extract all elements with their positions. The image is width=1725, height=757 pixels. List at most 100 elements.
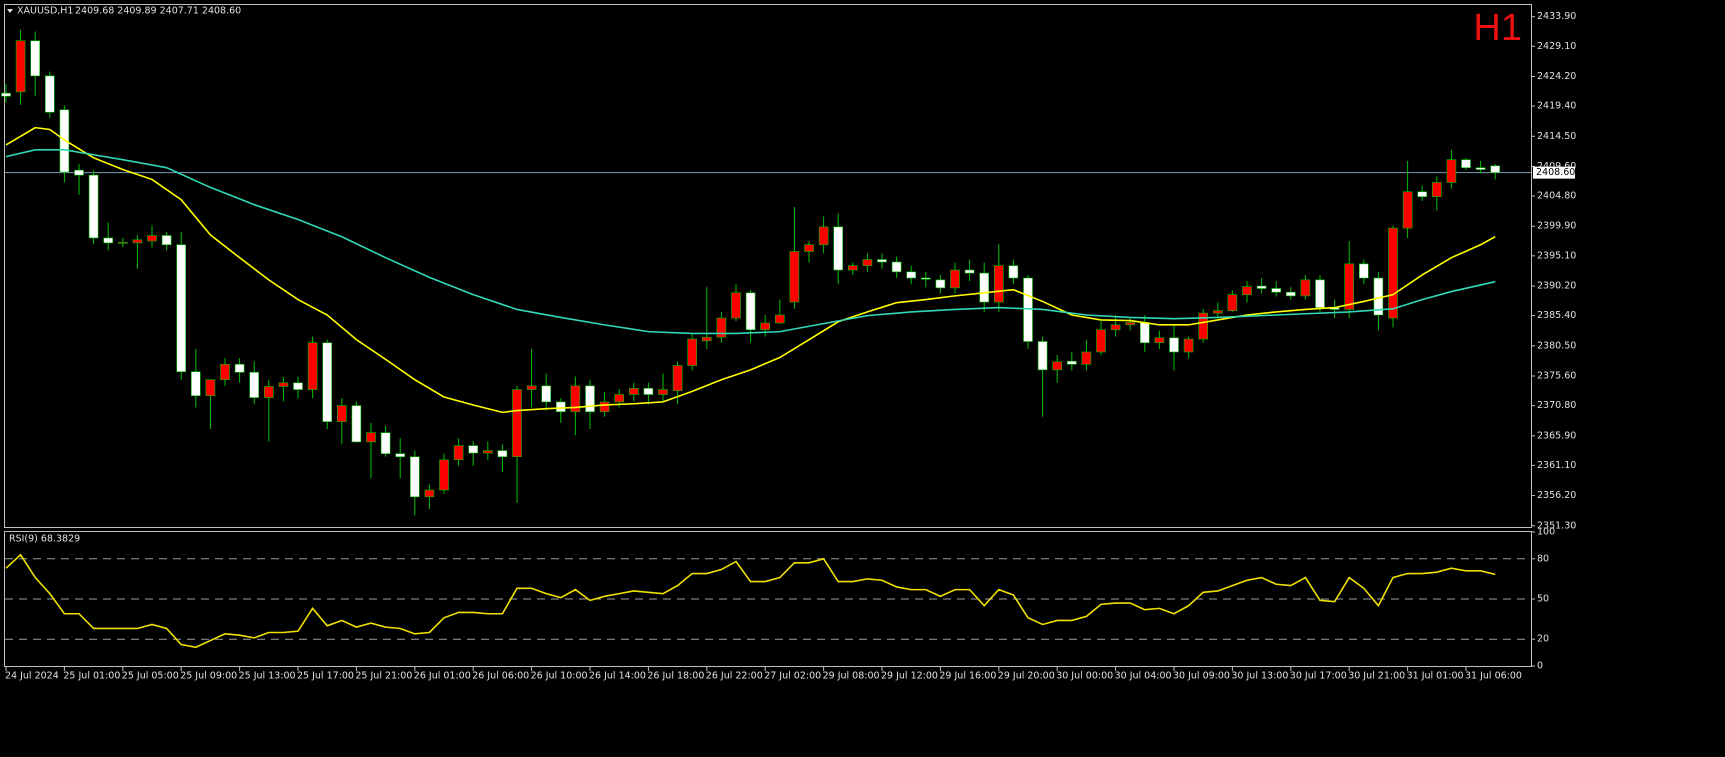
candle-body <box>336 405 347 422</box>
candle-body <box>935 279 946 289</box>
candle-body <box>453 445 464 461</box>
candle-body <box>1271 288 1281 293</box>
x-tick-label: 26 Jul 01:00 <box>414 671 471 682</box>
candle-body <box>804 244 814 252</box>
candle-body <box>351 405 362 443</box>
y-tick-label: 0 <box>1537 661 1543 672</box>
candle-body <box>1402 191 1413 229</box>
x-tick-label: 31 Jul 06:00 <box>1465 671 1522 682</box>
candle-body <box>1213 310 1223 314</box>
y-tick-label: 2356.20 <box>1537 490 1576 501</box>
y-tick-label: 2414.50 <box>1537 131 1576 142</box>
candle-body <box>439 459 449 491</box>
y-tick-label: 2409.60 <box>1537 161 1576 172</box>
candle-body <box>220 363 230 381</box>
candle-body <box>599 401 610 413</box>
candle-body <box>1081 351 1092 365</box>
candle-body <box>147 235 157 242</box>
candle-body <box>1154 337 1165 344</box>
y-tick-label: 50 <box>1537 594 1549 605</box>
rsi-line <box>5 553 1496 649</box>
candle-body <box>760 322 771 331</box>
candle-body <box>366 432 376 443</box>
candle-body <box>731 292 741 319</box>
candle-body <box>1315 279 1325 308</box>
candle-body <box>1475 167 1486 170</box>
y-tick-label: 2380.50 <box>1537 340 1576 351</box>
candle-body <box>395 453 406 458</box>
x-tick-label: 27 Jul 02:00 <box>764 671 821 682</box>
candle-body <box>1461 159 1471 169</box>
candle-body <box>497 450 508 458</box>
candle-body <box>278 382 289 387</box>
ohlc-text: 2409.68 2409.89 2407.71 2408.60 <box>75 6 241 17</box>
candle-body <box>1198 312 1208 340</box>
candle-body <box>1110 324 1121 331</box>
x-tick-label: 30 Jul 04:00 <box>1115 671 1172 682</box>
candle-body <box>1037 341 1048 371</box>
candle-body <box>1446 159 1457 183</box>
y-tick-label: 2351.30 <box>1537 520 1576 531</box>
candle-body <box>176 244 186 372</box>
x-tick-label: 30 Jul 17:00 <box>1290 671 1347 682</box>
candle-body <box>891 261 902 273</box>
menu-triangle <box>7 9 13 13</box>
candle-body <box>964 269 975 274</box>
candle-body <box>628 388 639 395</box>
moving-average <box>5 149 1496 335</box>
candle-body <box>687 338 698 366</box>
y-tick-label: 100 <box>1537 527 1555 538</box>
candle-body <box>877 259 887 263</box>
candle-body <box>1008 265 1019 279</box>
x-tick-label: 25 Jul 05:00 <box>122 671 179 682</box>
candle-body <box>950 269 960 289</box>
candle-body <box>409 456 420 498</box>
candle-body <box>293 382 303 390</box>
current-price-box <box>1533 166 1575 179</box>
timeframe-label: H1 <box>1473 7 1522 49</box>
candle-body <box>789 251 800 303</box>
x-tick-label: 26 Jul 18:00 <box>647 671 704 682</box>
candle-body <box>862 259 873 266</box>
y-tick-label: 20 <box>1537 634 1549 645</box>
candle-body <box>555 401 566 413</box>
x-tick-label: 30 Jul 00:00 <box>1056 671 1113 682</box>
current-price-label: 2408.60 <box>1536 167 1575 178</box>
y-tick-label: 2375.60 <box>1537 371 1576 382</box>
x-tick-label: 25 Jul 21:00 <box>355 671 412 682</box>
candle-body <box>44 75 55 113</box>
candle-body <box>234 363 245 373</box>
candle-body <box>1256 285 1267 289</box>
candle-body <box>118 241 128 244</box>
x-tick-label: 26 Jul 10:00 <box>531 671 588 682</box>
candle-body <box>1417 191 1427 197</box>
x-tick-label: 25 Jul 17:00 <box>297 671 354 682</box>
candle-body <box>161 235 172 246</box>
price-panel <box>4 4 1532 528</box>
candle-body <box>15 40 26 93</box>
y-tick-label: 2404.80 <box>1537 191 1576 202</box>
candle-body <box>30 40 41 77</box>
candle-body <box>701 336 712 342</box>
y-tick-label: 2395.10 <box>1537 250 1576 261</box>
candle-body <box>1490 165 1500 173</box>
candle-body <box>716 317 727 338</box>
candle-body <box>322 342 333 422</box>
y-tick-label: 80 <box>1537 553 1549 564</box>
candle-body <box>1286 291 1296 297</box>
candle-body <box>993 265 1004 303</box>
candle-body <box>482 450 493 454</box>
candle-body <box>658 389 668 395</box>
candle-body <box>833 226 844 271</box>
candle-body <box>979 272 990 303</box>
candle-body <box>191 371 201 397</box>
x-tick-label: 30 Jul 21:00 <box>1348 671 1405 682</box>
candle-body <box>745 292 756 331</box>
y-tick-label: 2424.20 <box>1537 71 1576 82</box>
candle-body <box>614 394 625 403</box>
candle-body <box>774 314 785 324</box>
candle-body <box>1300 279 1311 297</box>
y-tick-label: 2370.80 <box>1537 400 1576 411</box>
candle-body <box>570 385 581 413</box>
